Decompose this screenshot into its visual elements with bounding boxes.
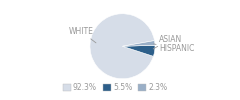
Wedge shape xyxy=(122,41,155,46)
Text: HISPANIC: HISPANIC xyxy=(154,44,194,53)
Legend: 92.3%, 5.5%, 2.3%: 92.3%, 5.5%, 2.3% xyxy=(60,80,170,95)
Wedge shape xyxy=(90,14,155,79)
Text: WHITE: WHITE xyxy=(69,27,96,43)
Text: ASIAN: ASIAN xyxy=(153,35,182,49)
Wedge shape xyxy=(122,45,155,56)
